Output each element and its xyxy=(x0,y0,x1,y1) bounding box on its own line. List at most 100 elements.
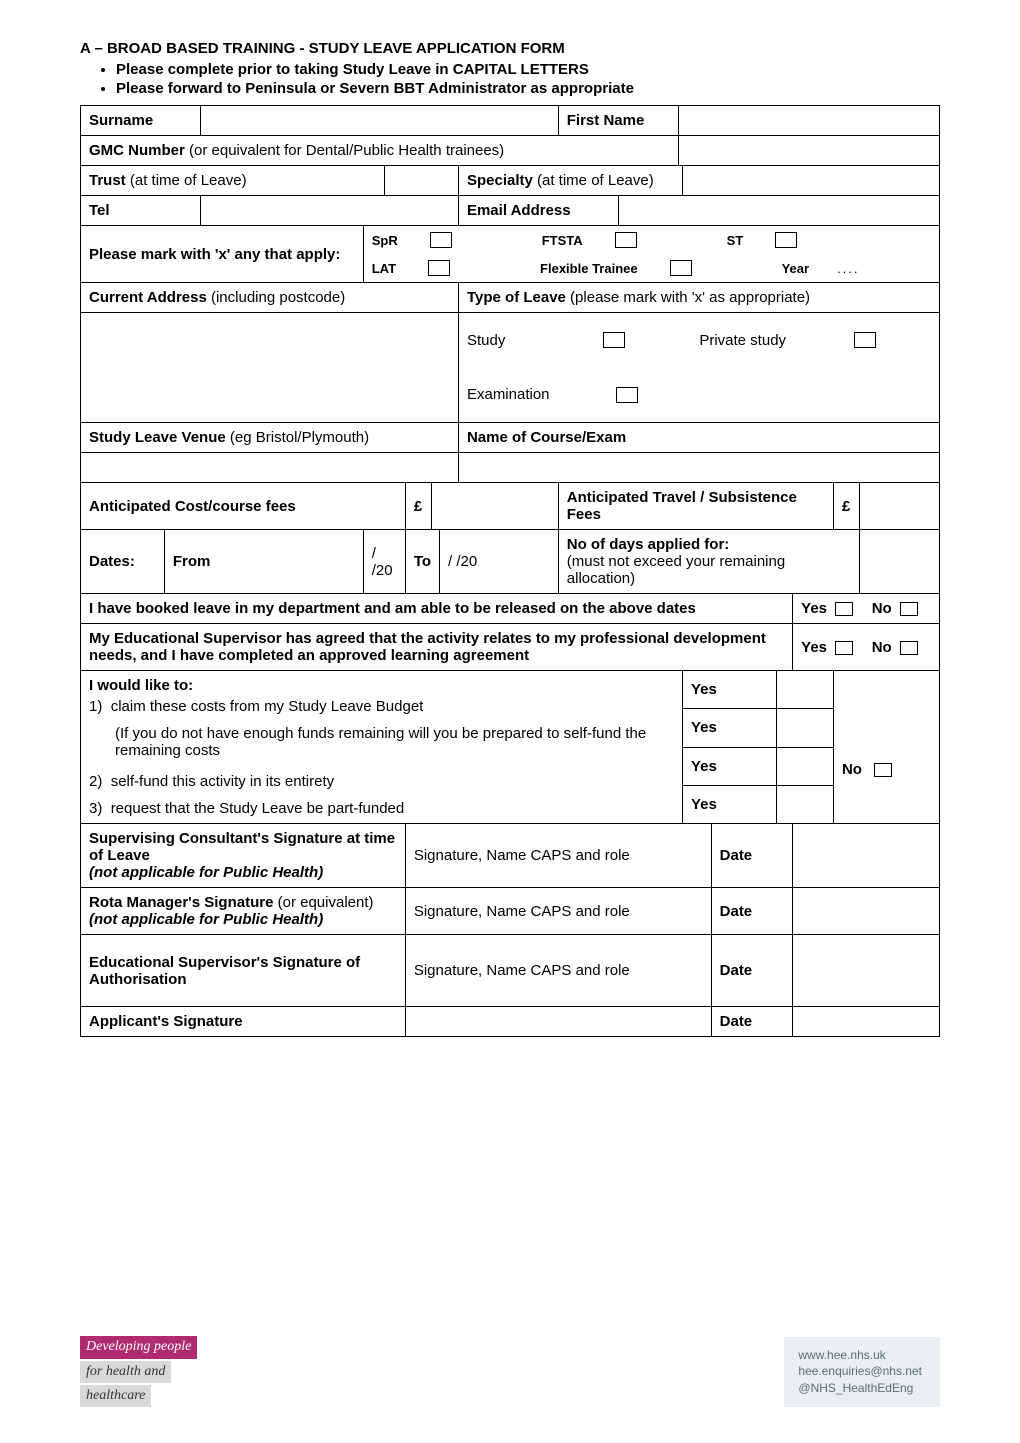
input-date-applicant[interactable] xyxy=(793,1007,940,1037)
year-dots[interactable]: .... xyxy=(837,261,859,276)
label-applicant-sig: Applicant's Signature xyxy=(81,1007,406,1037)
input-course-name[interactable] xyxy=(458,453,939,483)
label-anticipated-travel: Anticipated Travel / Subsistence Fees xyxy=(558,483,833,530)
label-current-address: Current Address xyxy=(89,289,207,306)
label-pound-1: £ xyxy=(405,483,431,530)
label-no-edu: No xyxy=(872,639,892,656)
checkbox-spr[interactable] xyxy=(430,232,452,248)
input-surname[interactable] xyxy=(201,106,559,136)
checkbox-opt3-yes[interactable] xyxy=(776,785,833,823)
label-study: Study xyxy=(467,332,505,349)
label-opt3: request that the Study Leave be part-fun… xyxy=(111,800,405,817)
label-edu-agree: My Educational Supervisor has agreed tha… xyxy=(81,624,793,671)
input-days-applied[interactable] xyxy=(859,530,939,594)
label-sup-consultant-note: (not applicable for Public Health) xyxy=(89,864,397,881)
label-gmc: GMC Number xyxy=(89,142,185,159)
input-current-address[interactable] xyxy=(81,313,459,423)
input-date-from[interactable]: / /20 xyxy=(363,530,405,594)
checkbox-opt1b-yes[interactable] xyxy=(776,709,833,747)
checkbox-examination[interactable] xyxy=(616,387,638,403)
label-first-name: First Name xyxy=(558,106,678,136)
label-year: Year xyxy=(782,261,809,276)
footer-left-3: healthcare xyxy=(80,1385,151,1407)
checkbox-edu-yes[interactable] xyxy=(835,641,853,655)
label-opt2: self-fund this activity in its entirety xyxy=(111,773,334,790)
input-rota-sig[interactable]: Signature, Name CAPS and role xyxy=(405,888,711,935)
label-date-4: Date xyxy=(711,1007,793,1037)
checkbox-ftsta[interactable] xyxy=(615,232,637,248)
label-flexible: Flexible Trainee xyxy=(540,261,638,276)
label-yes-opt1: Yes xyxy=(683,671,777,709)
label-private-study: Private study xyxy=(699,332,786,349)
instruction-1: Please complete prior to taking Study Le… xyxy=(116,61,940,78)
label-rota-manager-note: (not applicable for Public Health) xyxy=(89,911,397,928)
label-yes-edu: Yes xyxy=(801,639,827,656)
label-examination: Examination xyxy=(467,386,550,403)
footer-email: hee.enquiries@nhs.net xyxy=(798,1363,922,1380)
input-edu-sig[interactable]: Signature, Name CAPS and role xyxy=(405,935,711,1007)
label-rota-note: (or equivalent) xyxy=(273,894,373,911)
input-applicant-sig[interactable] xyxy=(405,1007,711,1037)
input-tel[interactable] xyxy=(201,196,459,226)
label-yes-opt1b: Yes xyxy=(683,709,777,747)
label-yes-booked: Yes xyxy=(801,600,827,617)
label-would-like: I would like to: xyxy=(89,677,674,694)
label-type-leave-note: (please mark with 'x' as appropriate) xyxy=(566,289,810,306)
label-specialty: Specialty xyxy=(467,172,533,189)
label-days-applied: No of days applied for: xyxy=(567,536,730,553)
label-opt1: claim these costs from my Study Leave Bu… xyxy=(111,698,424,715)
input-specialty[interactable] xyxy=(683,166,940,196)
input-trust[interactable] xyxy=(384,166,458,196)
checkbox-opt1-yes[interactable] xyxy=(776,671,833,709)
page: A – BROAD BASED TRAINING - STUDY LEAVE A… xyxy=(0,0,1020,1443)
label-anticipated-cost: Anticipated Cost/course fees xyxy=(81,483,406,530)
date-to-pattern: / /20 xyxy=(448,553,477,570)
input-sup-consultant-sig[interactable]: Signature, Name CAPS and role xyxy=(405,824,711,888)
checkbox-lat[interactable] xyxy=(428,260,450,276)
label-booked-leave: I have booked leave in my department and… xyxy=(81,594,793,624)
footer-url: www.hee.nhs.uk xyxy=(798,1347,922,1364)
label-yes-opt2: Yes xyxy=(683,747,777,785)
checkbox-booked-no[interactable] xyxy=(900,602,918,616)
input-gmc[interactable] xyxy=(679,136,940,166)
date-from-pattern: / /20 xyxy=(372,545,393,579)
label-pound-2: £ xyxy=(833,483,859,530)
input-venue[interactable] xyxy=(81,453,459,483)
input-date-sup-consultant[interactable] xyxy=(793,824,940,888)
input-anticipated-travel[interactable] xyxy=(859,483,939,530)
label-spr: SpR xyxy=(372,233,398,248)
label-to: To xyxy=(405,530,439,594)
label-rota-manager: Rota Manager's Signature xyxy=(89,894,273,911)
input-date-rota[interactable] xyxy=(793,888,940,935)
input-date-edu[interactable] xyxy=(793,935,940,1007)
label-gmc-note: (or equivalent for Dental/Public Health … xyxy=(185,142,504,159)
label-st: ST xyxy=(727,233,744,248)
checkbox-edu-no[interactable] xyxy=(900,641,918,655)
form-title: A – BROAD BASED TRAINING - STUDY LEAVE A… xyxy=(80,40,940,57)
label-course-name: Name of Course/Exam xyxy=(458,423,939,453)
label-from: From xyxy=(164,530,363,594)
label-email: Email Address xyxy=(458,196,618,226)
label-lat: LAT xyxy=(372,261,396,276)
checkbox-private-study[interactable] xyxy=(854,332,876,348)
input-anticipated-cost[interactable] xyxy=(431,483,558,530)
label-days-note: (must not exceed your remaining allocati… xyxy=(567,553,785,587)
checkbox-opt2-yes[interactable] xyxy=(776,747,833,785)
label-date-3: Date xyxy=(711,935,793,1007)
input-email[interactable] xyxy=(618,196,939,226)
checkbox-opt-no[interactable] xyxy=(874,763,892,777)
input-date-to[interactable]: / /20 xyxy=(440,530,559,594)
checkbox-booked-yes[interactable] xyxy=(835,602,853,616)
input-first-name[interactable] xyxy=(679,106,940,136)
checkbox-flexible[interactable] xyxy=(670,260,692,276)
footer-left-1: Developing people xyxy=(80,1336,197,1358)
checkbox-study[interactable] xyxy=(603,332,625,348)
label-tel: Tel xyxy=(81,196,201,226)
label-date-2: Date xyxy=(711,888,793,935)
label-trust-note: (at time of Leave) xyxy=(126,172,247,189)
checkbox-st[interactable] xyxy=(775,232,797,248)
label-mark-any: Please mark with 'x' any that apply: xyxy=(81,226,364,283)
label-opt1-sub: (If you do not have enough funds remaini… xyxy=(115,725,646,759)
footer-contact: www.hee.nhs.uk hee.enquiries@nhs.net @NH… xyxy=(784,1337,940,1407)
label-trust: Trust xyxy=(89,172,126,189)
